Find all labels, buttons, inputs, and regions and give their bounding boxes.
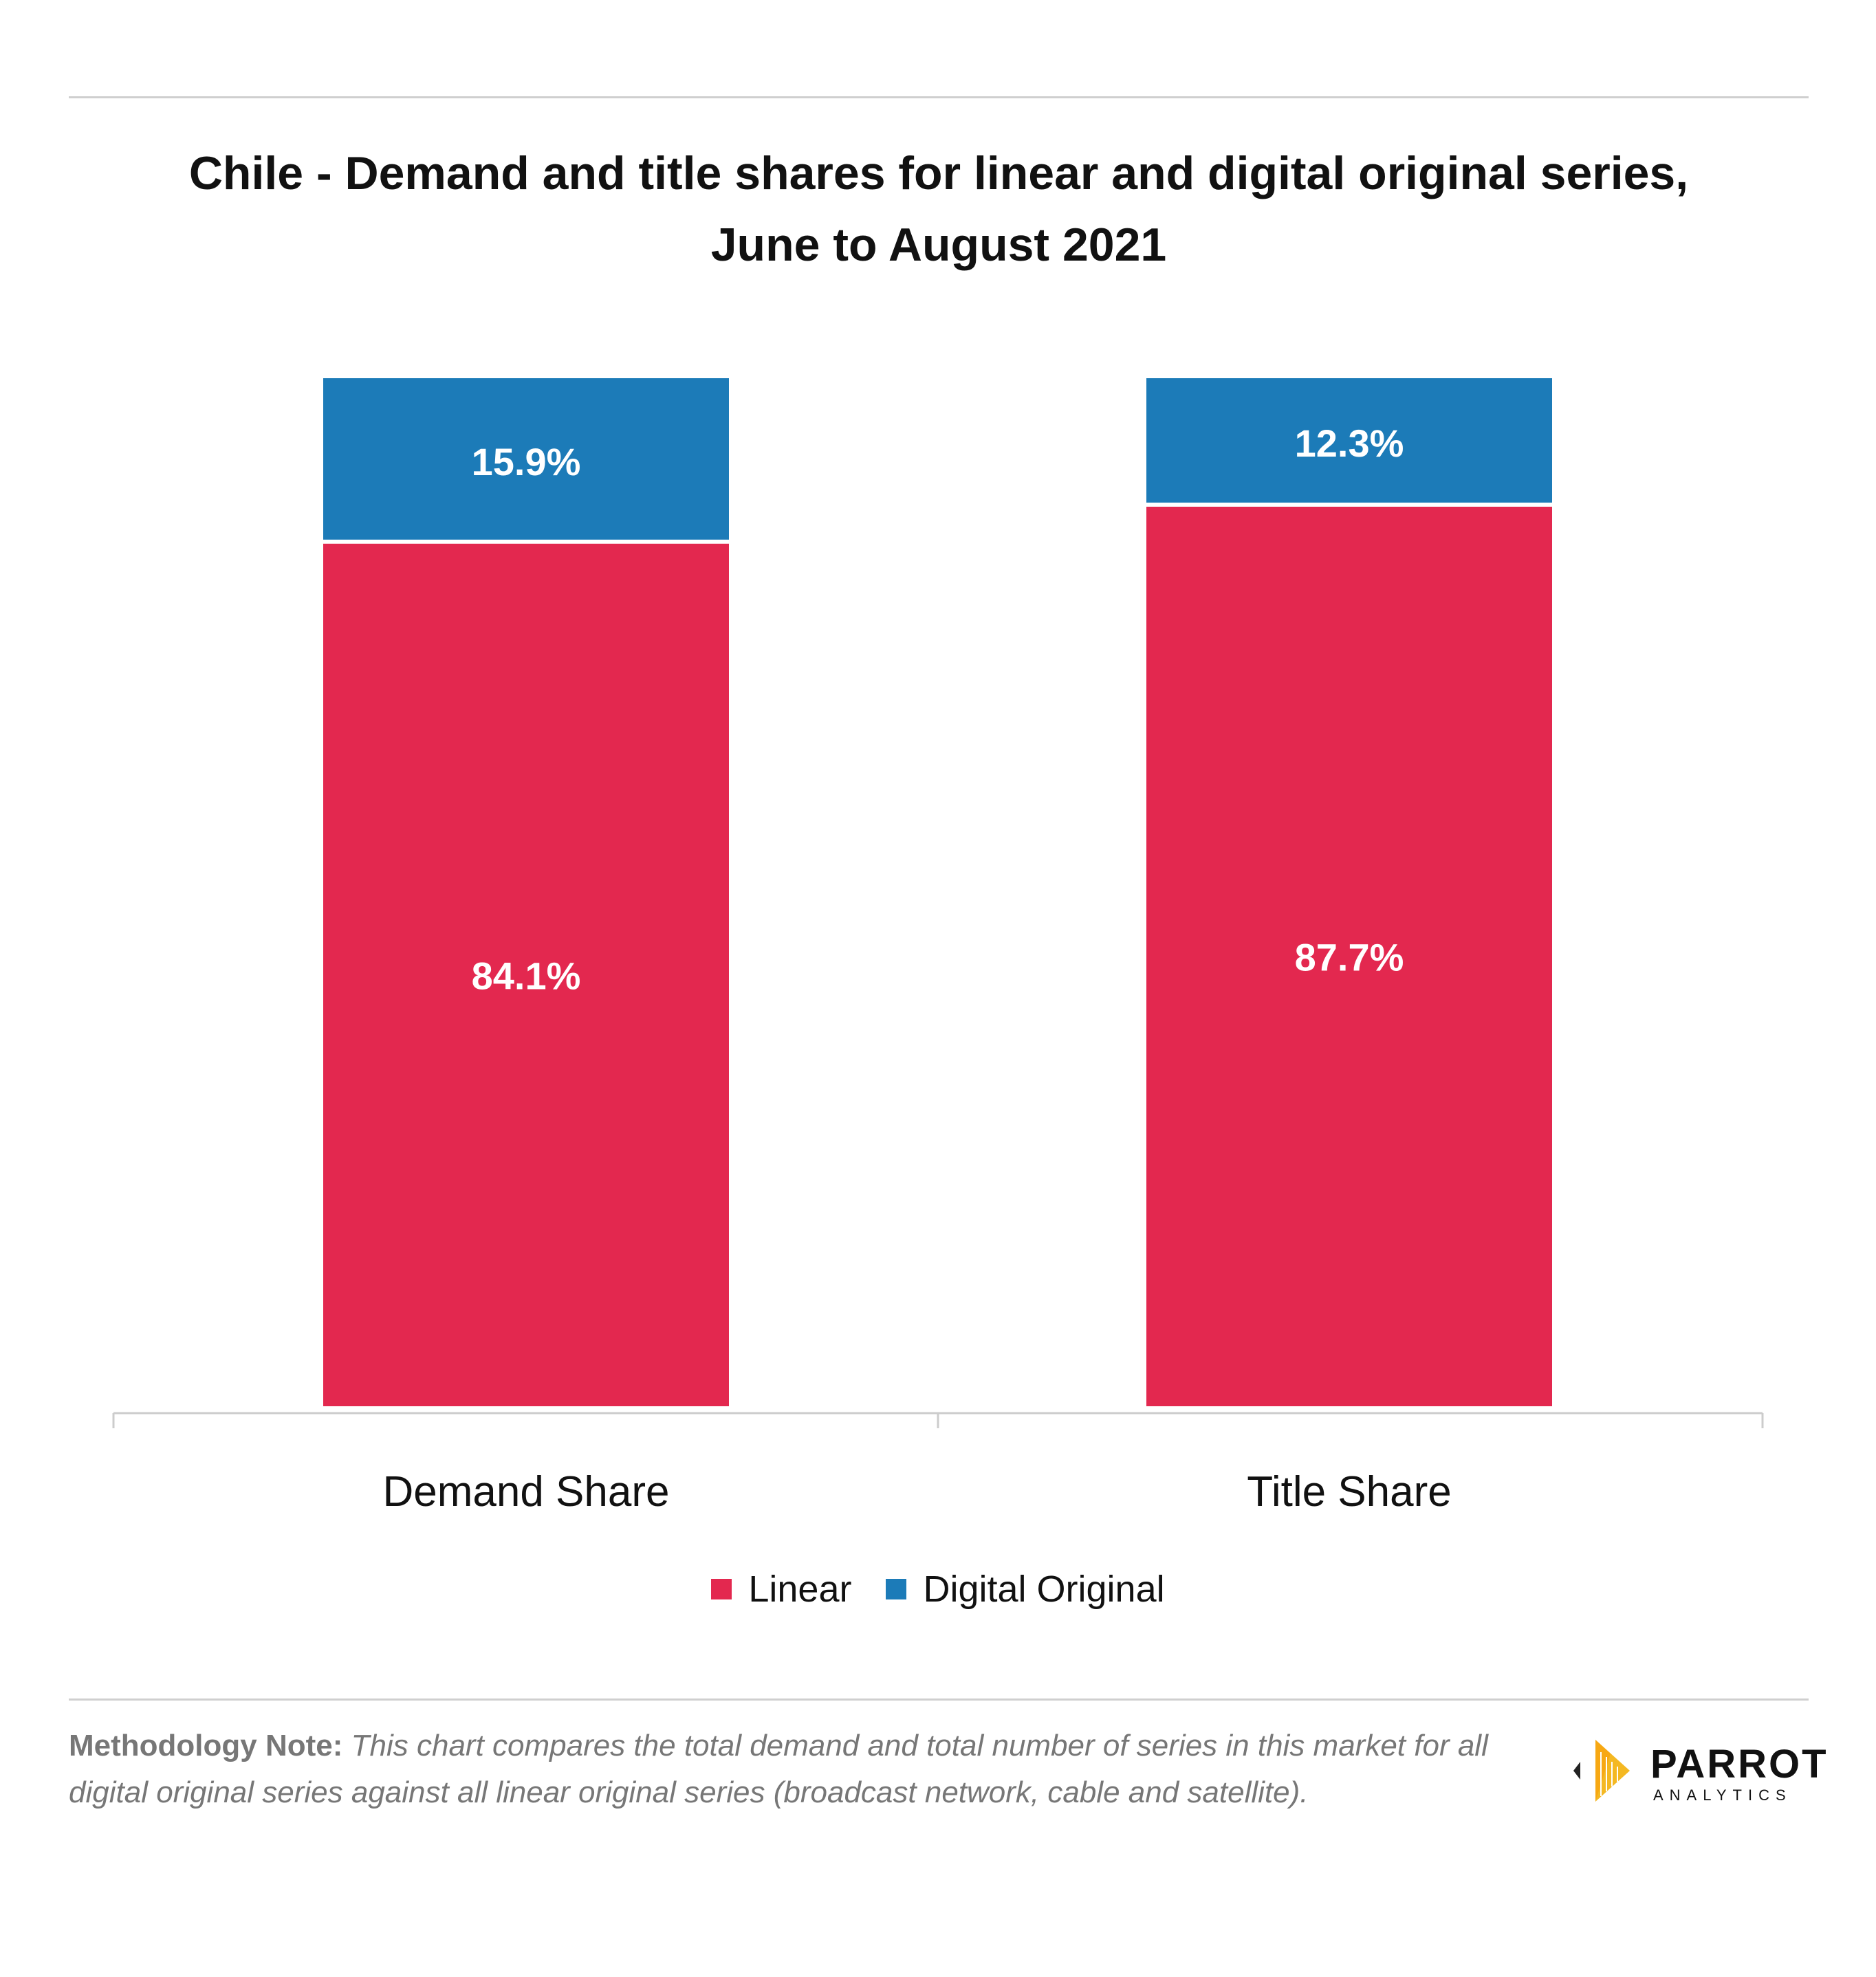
legend-item-digital-original: Digital Original bbox=[886, 1568, 1165, 1610]
parrot-analytics-logo-icon bbox=[1573, 1740, 1630, 1802]
legend-swatch-digital-original bbox=[886, 1579, 907, 1599]
legend: Linear Digital Original bbox=[0, 1568, 1876, 1610]
methodology-note-label: Methodology Note: bbox=[69, 1729, 343, 1762]
x-tick-label-1: Demand Share bbox=[382, 1468, 669, 1513]
data-label-linear-1: 84.1% bbox=[472, 954, 581, 997]
data-label-digital-original-2: 12.3% bbox=[1295, 422, 1404, 465]
legend-item-linear: Linear bbox=[711, 1568, 851, 1610]
stacked-bar-chart: 84.1% 15.9% 87.7% 12.3% Demand Share Title S… bbox=[112, 378, 1764, 1513]
data-label-linear-2: 87.7% bbox=[1295, 935, 1404, 979]
bar-linear-1 bbox=[323, 541, 729, 1406]
parrot-analytics-logo: PARROT ANALYTICS bbox=[1568, 1733, 1826, 1809]
legend-label-linear: Linear bbox=[748, 1569, 852, 1610]
bar-linear-2 bbox=[1146, 504, 1552, 1406]
legend-swatch-linear bbox=[711, 1579, 732, 1599]
legend-label-digital-original: Digital Original bbox=[923, 1569, 1165, 1610]
top-divider bbox=[69, 96, 1809, 98]
bottom-divider bbox=[69, 1699, 1809, 1701]
x-tick-label-2: Title Share bbox=[1247, 1468, 1452, 1513]
bar-digital-original-1 bbox=[323, 378, 729, 542]
data-label-digital-original-1: 15.9% bbox=[472, 440, 581, 483]
methodology-note-text: This chart compares the total demand and… bbox=[69, 1729, 1488, 1809]
chart-title: Chile - Demand and title shares for line… bbox=[188, 147, 1689, 271]
bar-digital-original-2 bbox=[1146, 378, 1552, 505]
methodology-note: Methodology Note: This chart compares th… bbox=[69, 1723, 1527, 1816]
logo-wordmark: PARROT bbox=[1650, 1742, 1829, 1787]
bars-layer: 84.1% 15.9% 87.7% 12.3% bbox=[323, 378, 1552, 1406]
x-axis: Demand Share Title Share bbox=[112, 1412, 1764, 1513]
logo-subtitle: ANALYTICS bbox=[1653, 1787, 1792, 1804]
